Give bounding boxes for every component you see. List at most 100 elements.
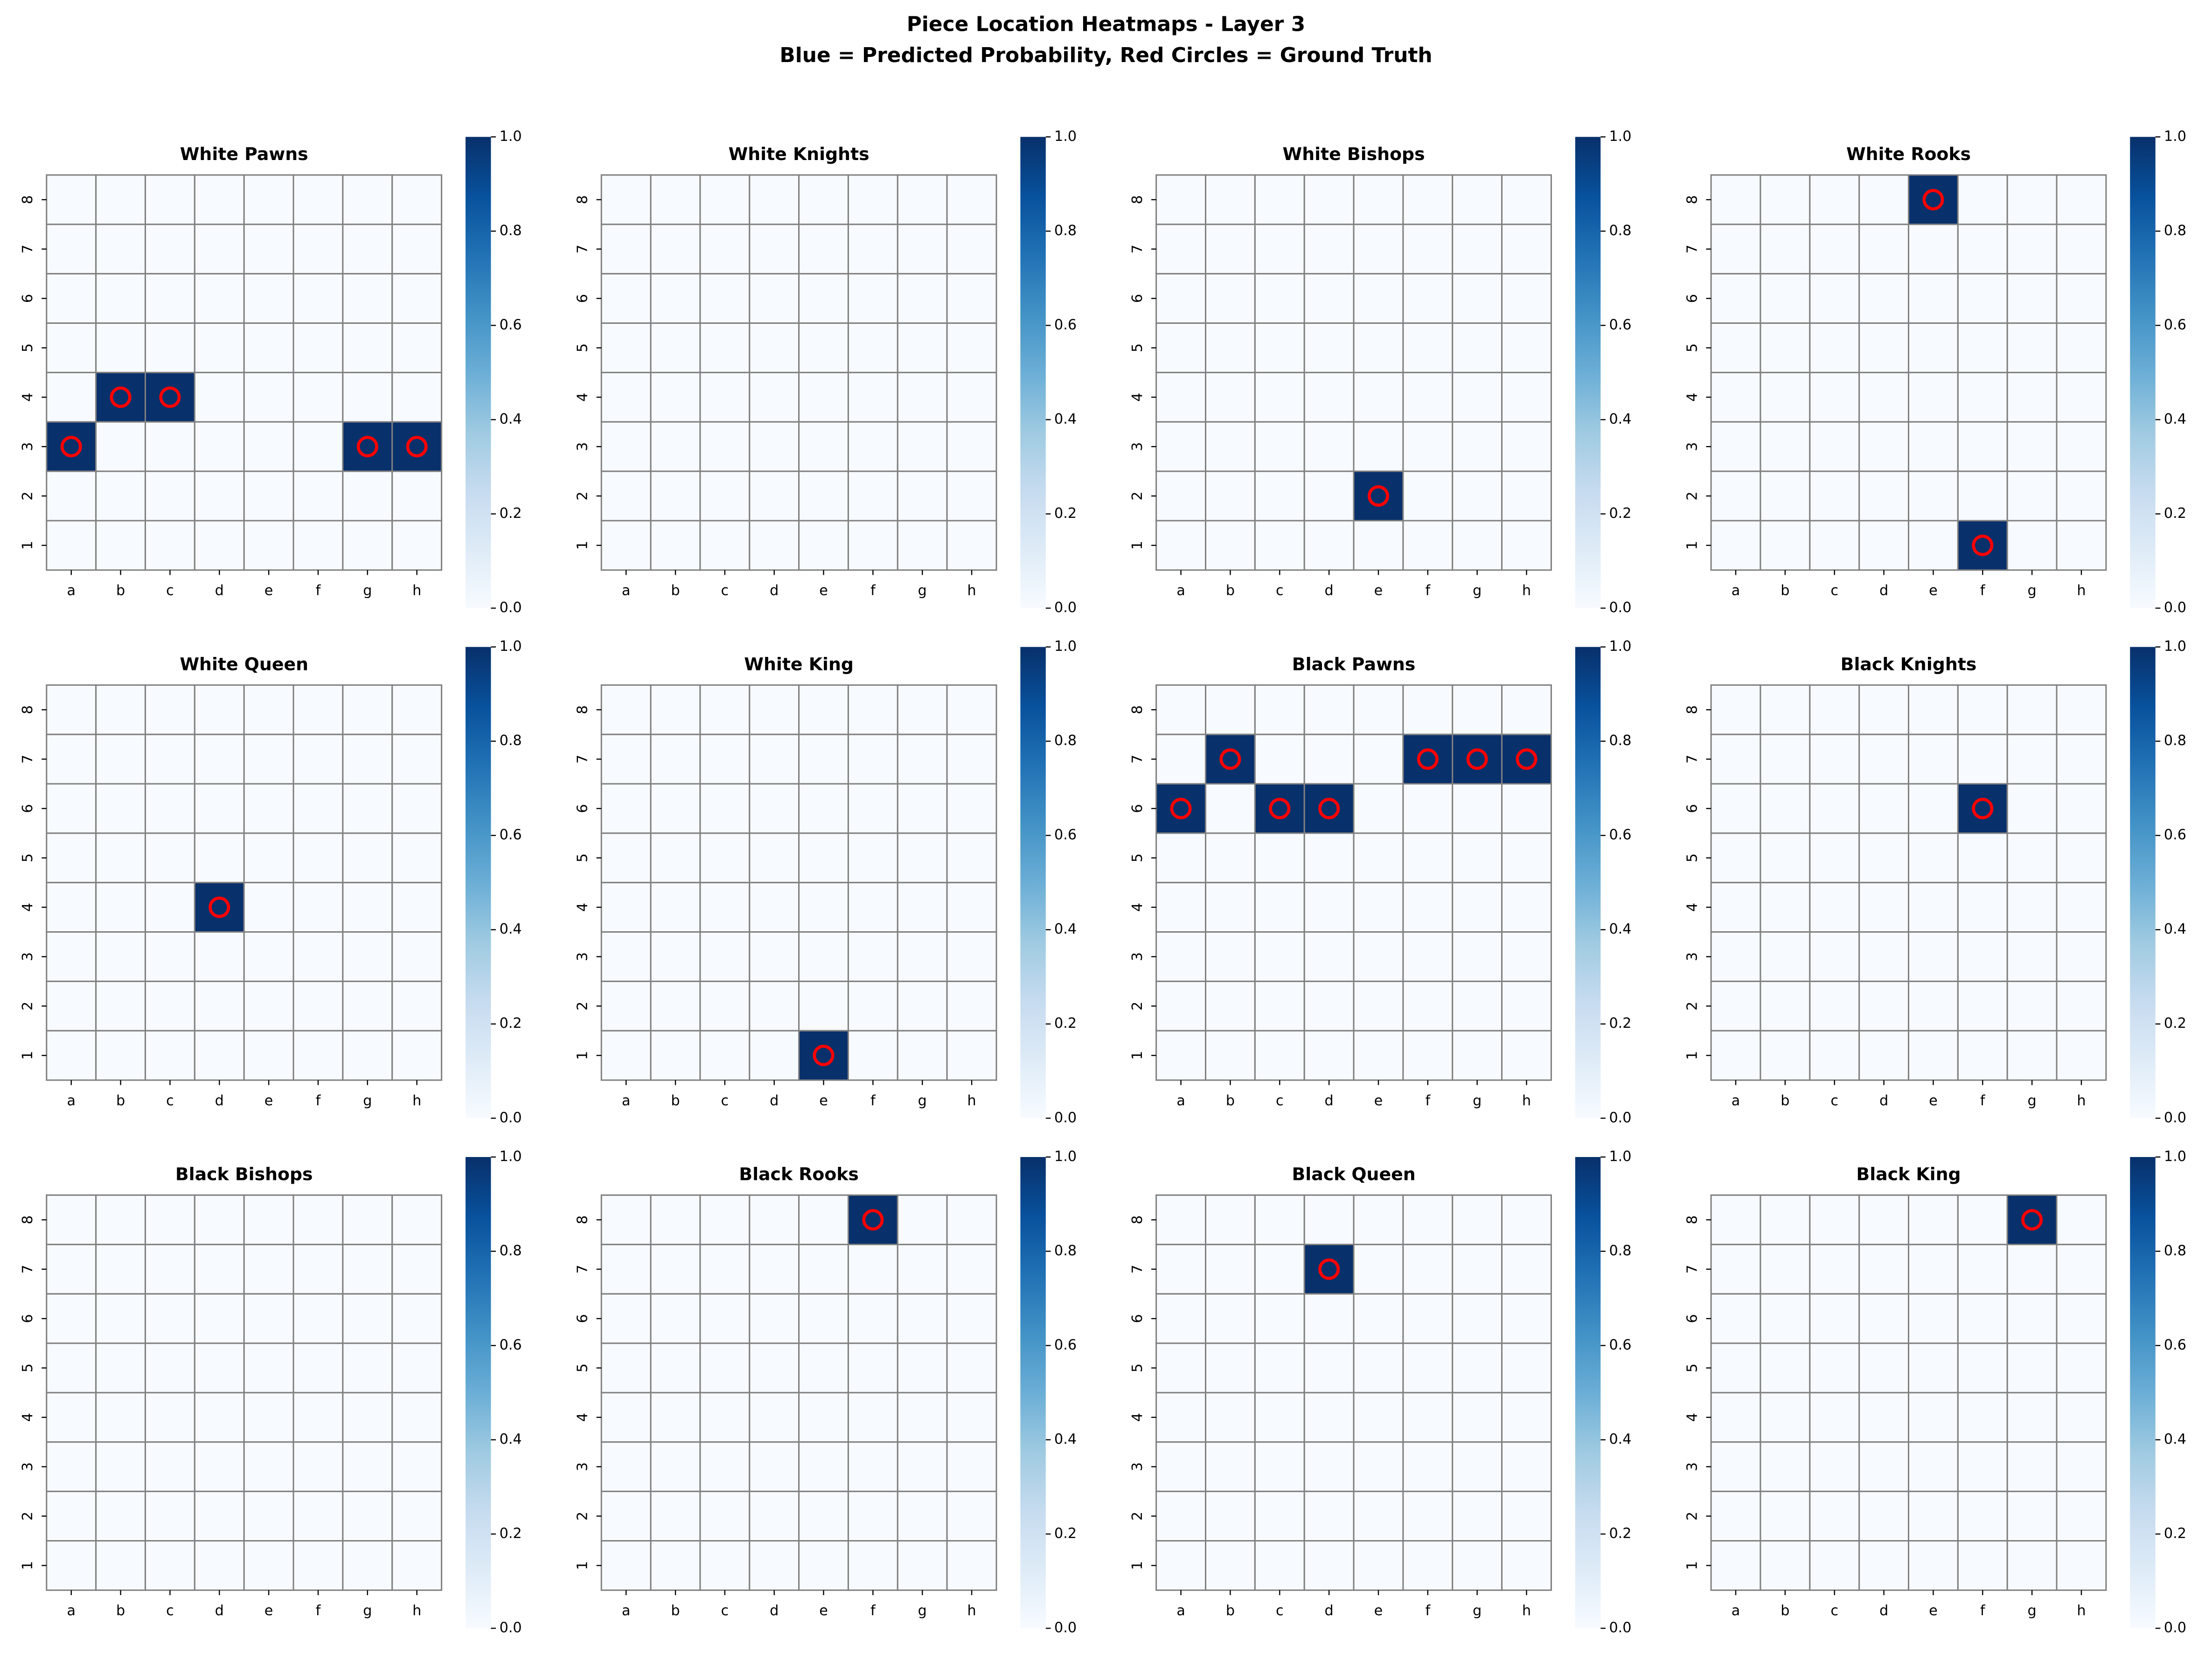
colorbar [2130, 647, 2156, 1118]
cell [749, 832, 800, 884]
cell [391, 1342, 443, 1394]
cell [1452, 980, 1503, 1032]
cell [1353, 1392, 1404, 1443]
cell [144, 931, 195, 982]
cell [1957, 1243, 2008, 1295]
x-tick-label: d [215, 1093, 224, 1109]
cell [1353, 322, 1404, 373]
cell [946, 1194, 997, 1245]
y-tick-label: 1 [1129, 1561, 1146, 1570]
cell [946, 1293, 997, 1344]
cell [946, 322, 997, 373]
cell [1402, 174, 1454, 225]
cell [1155, 882, 1207, 933]
cell [342, 371, 393, 423]
y-tick-label: 7 [20, 244, 36, 253]
cell [1353, 223, 1404, 275]
colorbar [1575, 647, 1601, 1118]
cell [1254, 1491, 1305, 1542]
x-tick-label: c [721, 1603, 729, 1619]
cell [95, 980, 146, 1032]
cell [699, 470, 751, 522]
cell [1501, 1293, 1552, 1344]
cell [1710, 832, 1761, 884]
ground-truth-marker [2021, 1209, 2043, 1231]
cell [2056, 733, 2107, 785]
y-tick-label: 5 [20, 853, 36, 862]
cell [897, 832, 948, 884]
y-tick-label: 5 [20, 1363, 36, 1372]
cell [95, 174, 146, 225]
cell [749, 1392, 800, 1443]
ground-truth-marker [110, 386, 132, 408]
x-tick-label: f [870, 1603, 876, 1619]
cell [1204, 684, 1256, 735]
x-tick-label: c [1276, 1093, 1284, 1109]
x-tick-label: h [2077, 1093, 2086, 1109]
y-tick-label: 6 [1684, 1314, 1700, 1323]
y-tick-label: 5 [574, 853, 591, 862]
cell [600, 832, 652, 884]
cell [600, 1540, 652, 1591]
ground-truth-marker [60, 436, 82, 458]
colorbar [1575, 1157, 1601, 1629]
colorbar-tick-label: 0.2 [2164, 505, 2186, 522]
cell [699, 223, 751, 275]
cell [897, 1392, 948, 1443]
x-tick-label: c [1830, 583, 1838, 599]
colorbar-tick-label: 1.0 [2164, 1148, 2186, 1165]
cell [243, 273, 294, 324]
cell [1957, 174, 2008, 225]
cell [897, 1441, 948, 1493]
cell [1155, 322, 1207, 373]
y-tick-label: 8 [574, 705, 591, 714]
cell [699, 832, 751, 884]
cell [847, 1243, 898, 1295]
y-tick-label: 1 [1684, 541, 1700, 550]
y-tick-label: 6 [1684, 804, 1700, 813]
colorbar [2130, 1157, 2156, 1629]
cell [1858, 931, 1909, 982]
cell [292, 1243, 344, 1295]
cell [600, 1293, 652, 1344]
x-tick-label: f [316, 583, 321, 599]
cell [1907, 371, 1959, 423]
cell [1452, 1030, 1503, 1081]
cell [1204, 882, 1256, 933]
cell [1402, 1293, 1454, 1344]
cell [1402, 832, 1454, 884]
cell [1760, 1342, 1811, 1394]
cell [847, 684, 898, 735]
ground-truth-marker [356, 436, 378, 458]
cell [144, 470, 195, 522]
cell [1353, 684, 1404, 735]
x-tick-label: c [1830, 1093, 1838, 1109]
colorbar-tick-label: 0.4 [1609, 921, 1631, 937]
cell [194, 1441, 245, 1493]
cell [243, 684, 294, 735]
cell [798, 1441, 849, 1493]
y-tick-label: 7 [1129, 754, 1146, 763]
x-tick-label: a [1176, 583, 1185, 599]
cell [194, 1540, 245, 1591]
cell [292, 832, 344, 884]
cell [1254, 1441, 1305, 1493]
cell [897, 980, 948, 1032]
cell [1402, 1243, 1454, 1295]
colorbar-tick-label: 0.8 [1609, 1242, 1631, 1259]
cell [194, 783, 245, 834]
cell [699, 174, 751, 225]
cell [95, 1243, 146, 1295]
cell [1907, 1441, 1959, 1493]
cell [1254, 882, 1305, 933]
cell [2006, 273, 2058, 324]
cell [650, 421, 701, 472]
y-tick-label: 5 [20, 343, 36, 352]
cell [144, 520, 195, 571]
cell [699, 273, 751, 324]
cell [1402, 1030, 1454, 1081]
x-tick-label: b [1781, 1093, 1789, 1109]
cell [798, 1030, 849, 1081]
cell [1907, 733, 1959, 785]
chart-title: Black Knights [1841, 654, 1977, 674]
